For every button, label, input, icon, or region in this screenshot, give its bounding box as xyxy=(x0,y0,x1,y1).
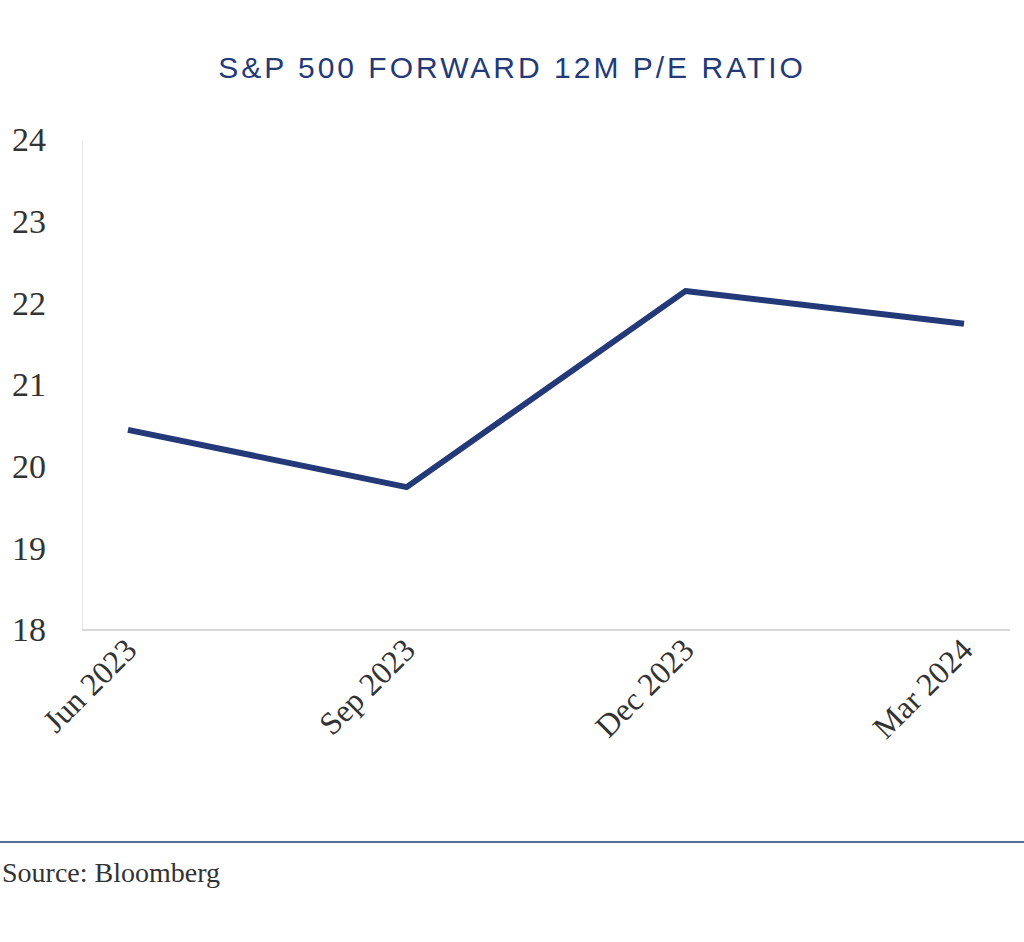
x-tick-label: Mar 2024 xyxy=(865,631,979,745)
chart: S&P 500 FORWARD 12M P/E RATIO 18 19 20 21 22 2… xyxy=(0,0,1024,942)
x-tick: Jun 2023 xyxy=(36,630,144,739)
y-tick-label: 22 xyxy=(12,285,46,322)
y-tick: 23 xyxy=(12,203,82,240)
y-tick-label: 23 xyxy=(12,203,46,240)
plot-area xyxy=(128,291,964,487)
y-tick-label: 21 xyxy=(12,366,46,403)
y-tick-label: 24 xyxy=(12,121,46,158)
y-tick-label: 18 xyxy=(12,611,46,648)
y-tick: 24 xyxy=(12,121,82,158)
y-tick-label: 20 xyxy=(12,448,46,485)
line xyxy=(128,291,964,487)
x-axis-line xyxy=(82,629,1010,631)
footer-rule xyxy=(0,841,1024,843)
x-tick-label: Sep 2023 xyxy=(312,631,422,741)
y-axis-line xyxy=(82,141,83,631)
y-tick: 19 xyxy=(12,530,82,567)
x-tick: Dec 2023 xyxy=(588,630,701,744)
y-tick: 18 xyxy=(12,611,82,648)
y-tick: 20 xyxy=(12,448,82,485)
title: S&P 500 FORWARD 12M P/E RATIO xyxy=(218,51,806,84)
x-tick-label: Jun 2023 xyxy=(36,631,144,739)
y-tick: 22 xyxy=(12,285,82,322)
x-tick-label: Dec 2023 xyxy=(588,631,701,744)
y-tick: 21 xyxy=(12,366,82,403)
x-axis: Jun 2023 Sep 2023 Dec 2023 Mar 2024 xyxy=(36,630,1010,746)
x-tick: Sep 2023 xyxy=(312,630,422,742)
source-note: Source: Bloomberg xyxy=(2,857,220,888)
y-tick-label: 19 xyxy=(12,530,46,567)
y-axis: 18 19 20 21 22 23 24 xyxy=(12,121,83,648)
x-tick: Mar 2024 xyxy=(865,630,979,746)
